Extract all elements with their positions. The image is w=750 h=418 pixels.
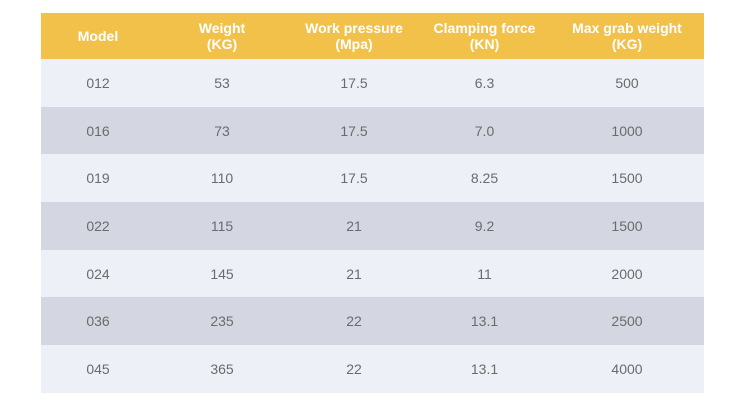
cell-model: 019 [41, 154, 155, 203]
cell-work-pressure: 17.5 [289, 59, 419, 107]
table-row: 045 365 22 13.1 4000 [41, 345, 704, 393]
cell-weight: 145 [155, 249, 289, 298]
cell-work-pressure: 17.5 [289, 106, 419, 155]
header-weight-label: Weight [198, 20, 246, 36]
cell-max-grab-weight: 1000 [550, 106, 704, 155]
cell-max-grab-weight: 2500 [550, 297, 704, 346]
header-model-label: Model [77, 28, 119, 44]
cell-model: 012 [41, 59, 155, 107]
table-row: 019 110 17.5 8.25 1500 [41, 154, 704, 203]
table-row: 012 53 17.5 6.3 500 [41, 59, 704, 107]
cell-clamping-force: 9.2 [419, 202, 550, 250]
cell-max-grab-weight: 1500 [550, 154, 704, 203]
header-work-pressure-unit: (Mpa) [335, 36, 373, 52]
header-model: Model [41, 13, 155, 59]
table-row: 024 145 21 11 2000 [41, 249, 704, 298]
cell-model: 016 [41, 106, 155, 155]
header-work-pressure-label: Work pressure [305, 20, 403, 36]
header-clamping-force: Clamping force (KN) [419, 13, 550, 59]
cell-model: 045 [41, 345, 155, 393]
header-work-pressure: Work pressure (Mpa) [289, 13, 419, 59]
header-max-grab-weight-label: Max grab weight [572, 20, 682, 36]
header-clamping-force-label: Clamping force [433, 20, 536, 36]
header-weight-unit: (KG) [206, 36, 238, 52]
cell-clamping-force: 11 [419, 249, 550, 298]
cell-clamping-force: 8.25 [419, 154, 550, 203]
table-row: 036 235 22 13.1 2500 [41, 297, 704, 346]
cell-work-pressure: 21 [289, 249, 419, 298]
cell-model: 036 [41, 297, 155, 346]
cell-work-pressure: 17.5 [289, 154, 419, 203]
cell-weight: 73 [155, 106, 289, 155]
cell-clamping-force: 13.1 [419, 345, 550, 393]
cell-weight: 365 [155, 345, 289, 393]
cell-max-grab-weight: 4000 [550, 345, 704, 393]
cell-max-grab-weight: 2000 [550, 249, 704, 298]
header-max-grab-weight-unit: (KG) [611, 36, 643, 52]
cell-model: 022 [41, 202, 155, 250]
header-row: Model Weight (KG) Work pressure (Mpa) Cl… [41, 13, 704, 59]
cell-model: 024 [41, 249, 155, 298]
header-clamping-force-unit: (KN) [469, 36, 500, 52]
cell-weight: 115 [155, 202, 289, 250]
cell-max-grab-weight: 500 [550, 59, 704, 107]
cell-weight: 235 [155, 297, 289, 346]
cell-work-pressure: 22 [289, 345, 419, 393]
table-header: Model Weight (KG) Work pressure (Mpa) Cl… [41, 13, 704, 59]
header-max-grab-weight: Max grab weight (KG) [550, 13, 704, 59]
header-weight: Weight (KG) [155, 13, 289, 59]
cell-weight: 53 [155, 59, 289, 107]
table-row: 022 115 21 9.2 1500 [41, 202, 704, 250]
table-body: 012 53 17.5 6.3 500 016 73 17.5 7.0 1000… [41, 59, 704, 393]
table-row: 016 73 17.5 7.0 1000 [41, 106, 704, 155]
cell-clamping-force: 6.3 [419, 59, 550, 107]
cell-work-pressure: 22 [289, 297, 419, 346]
specifications-table: Model Weight (KG) Work pressure (Mpa) Cl… [41, 13, 704, 393]
cell-max-grab-weight: 1500 [550, 202, 704, 250]
cell-work-pressure: 21 [289, 202, 419, 250]
cell-clamping-force: 7.0 [419, 106, 550, 155]
cell-clamping-force: 13.1 [419, 297, 550, 346]
cell-weight: 110 [155, 154, 289, 203]
